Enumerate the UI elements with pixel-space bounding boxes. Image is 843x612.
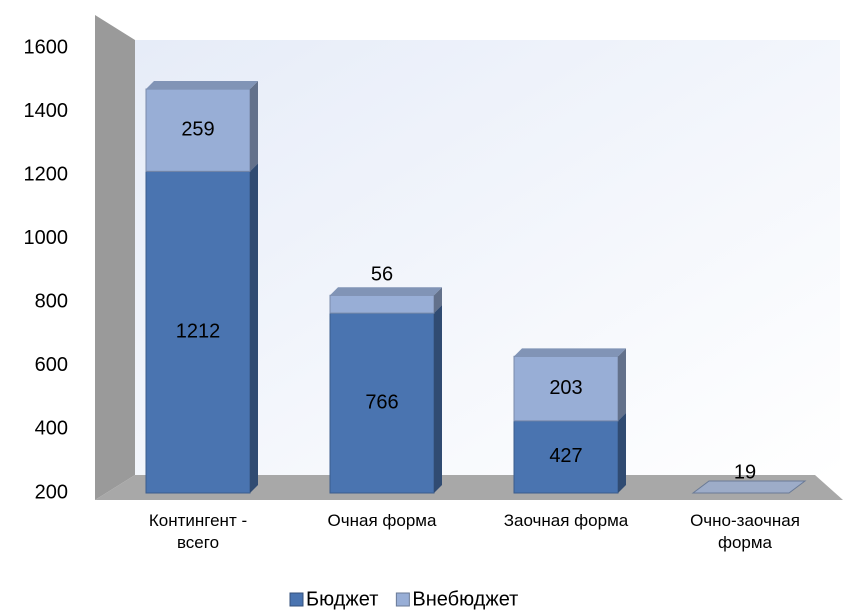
x-tick-label: Очно-заочная форма <box>690 511 800 552</box>
floor <box>95 475 843 500</box>
x-tick-label-box: Очная форма <box>327 511 437 530</box>
x-tick-label-box: Очно-заочная форма <box>690 511 800 552</box>
bar-segment <box>329 287 442 314</box>
back-wall <box>135 40 840 475</box>
bar-side <box>250 81 258 172</box>
bar-front <box>145 88 251 172</box>
x-tick-label: Заочная форма <box>503 511 629 530</box>
y-tick-label: 1000 <box>24 227 69 249</box>
y-tick-label: 800 <box>35 291 68 313</box>
bar-front <box>513 420 619 494</box>
x-tick-label-box: Контингент - всего <box>148 511 248 552</box>
data-label: 19 <box>734 461 756 483</box>
legend-label: Бюджет <box>306 588 378 610</box>
bar-side <box>250 163 258 494</box>
data-label: 1212 <box>176 320 221 342</box>
bar-side <box>434 287 442 314</box>
side-wall <box>95 15 135 500</box>
y-tick-label: 200 <box>35 481 68 503</box>
bar-side <box>618 348 626 421</box>
bar-front <box>329 294 435 314</box>
bar-segment <box>691 480 807 494</box>
data-label: 203 <box>549 377 582 399</box>
y-tick-label: 1200 <box>24 163 69 185</box>
bar-segment <box>145 81 258 172</box>
legend-swatch <box>289 592 304 607</box>
bar-front <box>329 312 435 494</box>
data-label: 259 <box>181 118 214 140</box>
legend-label: Внебюджет <box>412 588 518 610</box>
bar-segment <box>145 163 258 494</box>
bar-segment <box>513 348 626 422</box>
x-tick-label: Контингент - всего <box>148 511 248 552</box>
y-tick-label: 1400 <box>24 100 69 122</box>
bar-top <box>514 348 626 357</box>
bar-front <box>145 170 251 494</box>
data-label: 56 <box>371 264 393 286</box>
bar-top <box>330 287 442 296</box>
bar-side <box>618 412 626 493</box>
bar-top <box>146 81 258 90</box>
data-label: 427 <box>549 445 582 467</box>
y-tick-label: 1600 <box>24 36 69 58</box>
bar-segment <box>513 412 626 494</box>
y-tick-label: 600 <box>35 354 68 376</box>
bar-flat <box>691 480 807 494</box>
bar-side <box>434 305 442 493</box>
legend-swatch <box>395 592 410 607</box>
y-tick-label: 400 <box>35 418 68 440</box>
data-label: 766 <box>365 391 398 413</box>
x-tick-label: Очная форма <box>327 511 437 530</box>
x-tick-label-box: Заочная форма <box>503 511 629 530</box>
bar-front <box>513 355 619 422</box>
